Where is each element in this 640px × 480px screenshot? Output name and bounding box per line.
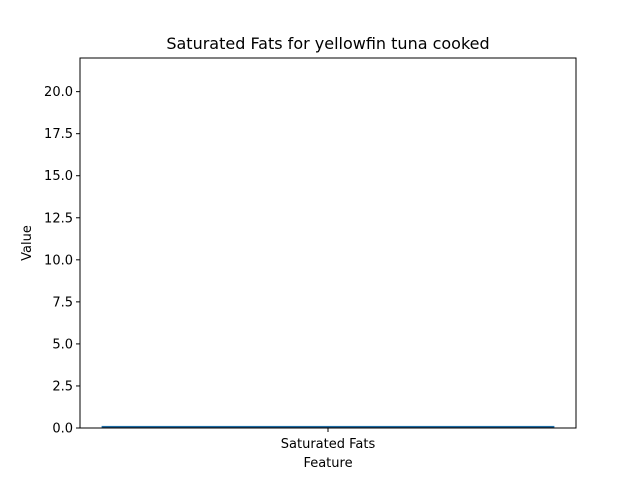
y-tick-label: 0.0 xyxy=(52,422,73,437)
y-tick-label: 5.0 xyxy=(52,337,73,352)
y-tick-label: 20.0 xyxy=(44,85,73,100)
y-tick-label: 12.5 xyxy=(44,211,73,226)
x-axis-ticks: Saturated Fats xyxy=(281,428,376,452)
y-tick-label: 2.5 xyxy=(52,379,73,394)
y-tick-label: 10.0 xyxy=(44,253,73,268)
y-axis-ticks: 0.0 2.5 5.0 7.5 10.0 12.5 15.0 17.5 20.0 xyxy=(44,85,80,437)
y-tick-label: 7.5 xyxy=(52,295,73,310)
x-tick-label: Saturated Fats xyxy=(281,437,376,452)
y-tick-label: 17.5 xyxy=(44,127,73,142)
plot-area-frame xyxy=(79,57,577,429)
x-axis-label: Feature xyxy=(303,456,352,471)
y-axis-label: Value xyxy=(20,225,35,261)
chart-title: Saturated Fats for yellowfin tuna cooked xyxy=(166,34,489,53)
y-tick-label: 15.0 xyxy=(44,169,73,184)
